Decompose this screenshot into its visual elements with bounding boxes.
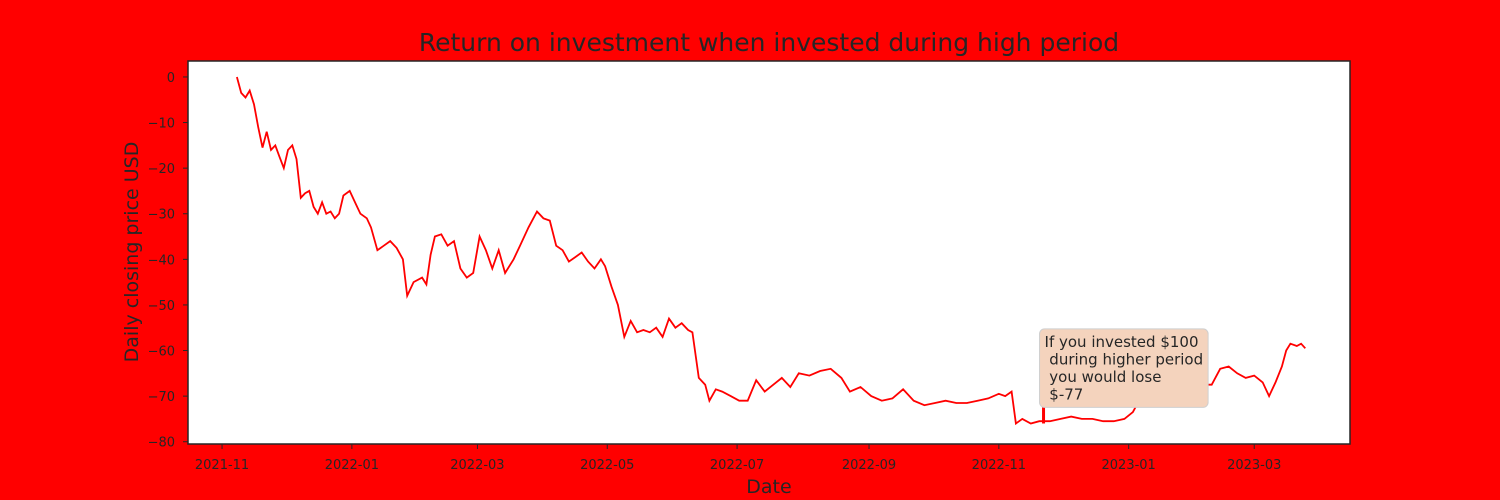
annotation-text: If you invested $100 during higher perio… bbox=[1045, 333, 1204, 404]
x-tick-label: 2022-01 bbox=[325, 458, 379, 473]
x-tick-label: 2022-03 bbox=[450, 458, 504, 473]
y-tick-label: −80 bbox=[148, 436, 175, 451]
y-tick-label: −70 bbox=[148, 390, 175, 405]
series-line bbox=[236, 76, 1306, 426]
annotation-box bbox=[1039, 328, 1209, 408]
chart-title: Return on investment when invested durin… bbox=[419, 28, 1119, 57]
x-tick-label: 2022-05 bbox=[580, 458, 634, 473]
x-axis-ticks: 2021-11 2022-01 2022-03 2022-05 2022-07 2022-… bbox=[195, 444, 1281, 473]
y-tick-label: −60 bbox=[148, 345, 175, 360]
y-axis-ticks: 0 −10 −20 −30 −40 −50 −60 −70 −80 bbox=[148, 71, 188, 451]
y-tick-label: 0 bbox=[167, 71, 175, 86]
x-tick-label: 2022-07 bbox=[710, 458, 764, 473]
x-tick-label: 2023-01 bbox=[1102, 458, 1156, 473]
annotation: If you invested $100 during higher perio… bbox=[1039, 328, 1209, 424]
y-tick-label: −20 bbox=[148, 162, 175, 177]
annotation-line: you would lose bbox=[1045, 368, 1162, 386]
y-tick-label: −10 bbox=[148, 117, 175, 132]
y-tick-label: −50 bbox=[148, 299, 175, 314]
y-axis-title: Daily closing price USD bbox=[121, 142, 143, 363]
annotation-line: $-77 bbox=[1045, 385, 1084, 403]
y-tick-label: −40 bbox=[148, 253, 175, 268]
x-tick-label: 2021-11 bbox=[195, 458, 249, 473]
x-tick-label: 2022-09 bbox=[842, 458, 896, 473]
y-tick-label: −30 bbox=[148, 208, 175, 223]
annotation-line: If you invested $100 bbox=[1045, 333, 1199, 351]
x-tick-label: 2022-11 bbox=[972, 458, 1026, 473]
x-axis-title: Date bbox=[746, 476, 791, 498]
x-tick-label: 2023-03 bbox=[1227, 458, 1281, 473]
annotation-line: during higher period bbox=[1045, 350, 1204, 368]
